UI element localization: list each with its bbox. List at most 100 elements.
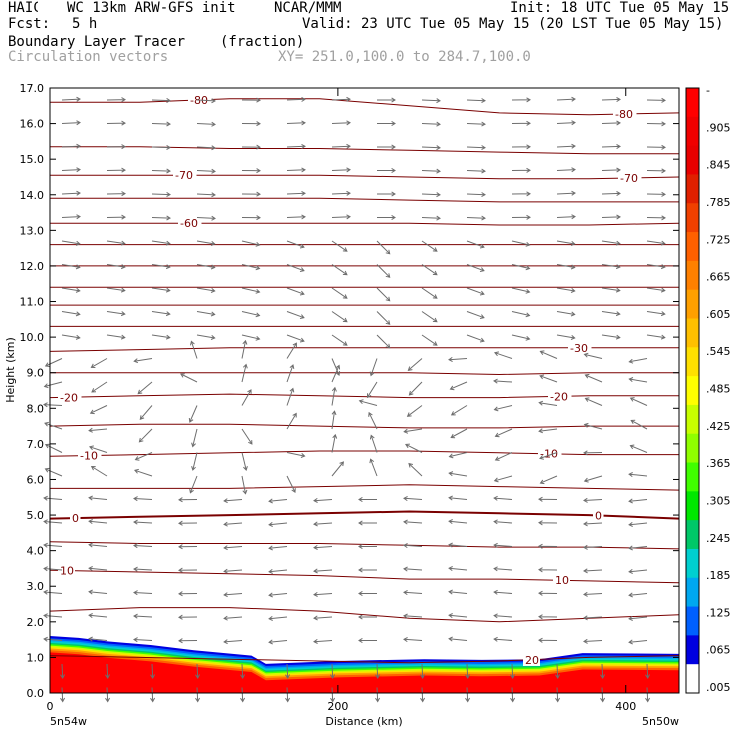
vector-176 [408,381,423,396]
vector-93 [466,240,485,249]
vector-67 [556,190,576,196]
contour-label-10-0: -30 [45,0,63,3]
y-tick-label-6: 6.0 [27,473,45,486]
vector-37 [466,145,486,151]
vector-221 [539,452,558,460]
vector-182 [43,402,63,408]
vector-52 [511,167,531,173]
vector-104 [331,264,348,276]
vector-87 [196,240,216,246]
init-time: Init: 18 UTC Tue 05 May 15 [510,0,730,16]
colorbar-label-13: .185 [706,569,731,582]
vector-5 [286,96,306,102]
y-tick-label-12: 12.0 [20,260,45,273]
vector-194 [584,397,603,406]
vector-193 [538,400,558,406]
vector-161 [369,358,378,377]
vector-115 [196,287,216,293]
colorbar-label-15: .065 [706,644,731,657]
vector-324 [133,637,153,643]
vector-177 [449,381,468,391]
colorbar-label-6: .605 [706,308,731,321]
vector-119 [376,287,391,302]
vector-260 [403,519,423,525]
vector-309 [88,613,108,618]
contour-label-16-1: 0 [595,509,602,522]
vector-88 [241,240,261,247]
vector-146 [331,334,348,346]
vector-101 [196,264,216,270]
vector-100 [151,264,171,270]
vector-307 [628,592,648,598]
contour-line-20 [49,655,680,664]
vector-4 [241,97,261,103]
contour-label-bg-12-1 [548,390,572,403]
contour-label-0-1: -80 [615,108,633,121]
vector-143 [196,334,216,340]
vector-209 [630,419,648,430]
vector-343 [375,663,381,679]
vector-227 [189,475,198,494]
vector-216 [331,433,338,453]
vector-274 [403,543,423,549]
vector-183 [89,405,108,415]
vector-159 [286,342,297,359]
vector-303 [448,589,468,595]
contour-label-bg-18-0 [58,564,75,577]
y-tick-label-15: 15.0 [20,153,45,166]
colorbar-swatch-2 [686,145,699,175]
vector-280 [43,566,63,572]
y-tick-label-7: 7.0 [27,438,45,451]
vector-232 [408,462,423,477]
circulation-vectors [43,96,666,703]
vector-68 [601,191,621,197]
vector-140 [61,334,81,340]
colorbar-label-2: .845 [706,159,731,172]
vector-340 [240,663,246,679]
vector-138 [601,311,621,317]
vector-0 [61,96,81,102]
vector-290 [493,566,513,572]
vector-312 [223,615,243,621]
vector-298 [223,592,243,598]
vector-250 [583,497,603,503]
vector-40 [601,144,621,150]
vector-173 [286,364,295,383]
vector-7 [377,97,396,103]
vector-117 [286,287,305,296]
vector-342 [330,663,336,679]
tracer-field [50,636,679,693]
vector-352 [150,687,156,703]
vector-332 [493,636,513,642]
vector-95 [556,240,576,246]
vector-51 [466,168,486,174]
colorbar-label-16: .005 [706,681,731,694]
vector-125 [646,287,666,293]
vector-34 [331,143,351,149]
vector-223 [629,444,648,453]
y-tick-label-14: 14.0 [20,189,45,202]
x-tick-label-0: 0 [47,700,54,713]
x-tick-label-1: 200 [327,700,348,713]
x-axis: 0 200 400 [47,88,636,713]
vector-59 [196,192,216,198]
vector-74 [241,215,261,221]
colorbar-swatch-3 [686,174,699,204]
vector-180 [584,373,603,383]
contour-line-12 [49,393,679,399]
vector-156 [133,358,153,364]
vector-238 [43,495,63,501]
vector-323 [88,636,108,642]
org-label: NCAR/MMM [274,0,342,16]
vector-246 [403,496,423,502]
vector-287 [358,567,377,573]
contour-label-18-0: 10 [60,564,74,577]
contour-label-bg-2-1 [618,172,642,185]
vector-270 [223,545,243,551]
vector-114 [151,287,171,293]
vector-234 [493,475,513,483]
vector-111 [646,264,666,270]
contour-label-14-0: -10 [80,450,98,463]
contour-label-bg-14-0 [78,449,102,462]
colorbar-swatch-7 [686,289,699,319]
